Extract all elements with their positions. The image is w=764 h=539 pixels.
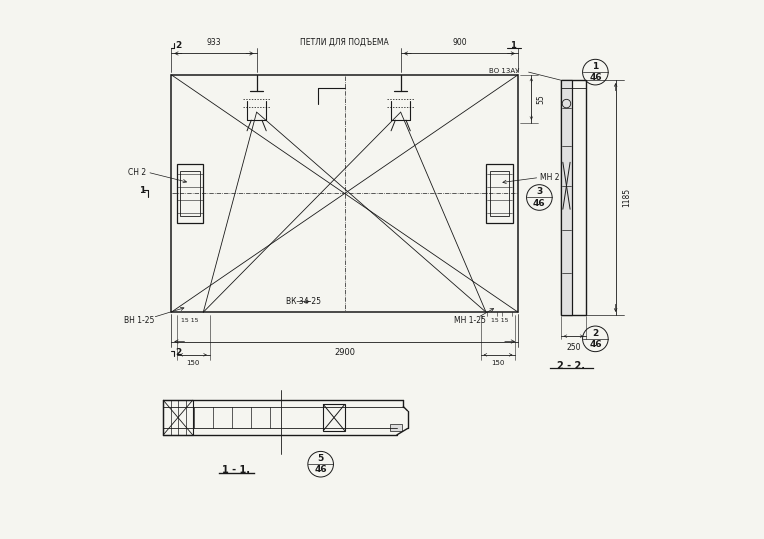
Text: 933: 933	[206, 38, 222, 46]
Text: 46: 46	[314, 466, 327, 474]
Text: ВК 34-25: ВК 34-25	[286, 297, 321, 306]
Text: 2: 2	[176, 348, 182, 357]
Text: ПЕТЛИ ДЛЯ ПОДЪЕМА: ПЕТЛИ ДЛЯ ПОДЪЕМА	[300, 38, 389, 46]
Text: 55: 55	[536, 94, 545, 103]
Text: МН 1-25: МН 1-25	[454, 316, 486, 324]
Text: 46: 46	[589, 73, 602, 82]
Bar	[171, 75, 518, 312]
Text: ВО 13АУ: ВО 13АУ	[489, 67, 520, 73]
Text: 1: 1	[139, 186, 145, 195]
Bar	[490, 170, 509, 217]
Text: 250: 250	[566, 343, 581, 351]
Text: 2: 2	[176, 41, 182, 50]
Bar	[163, 400, 193, 435]
Text: СН 2: СН 2	[128, 168, 146, 177]
Text: 2 - 2.: 2 - 2.	[558, 361, 585, 370]
Text: 15 15: 15 15	[490, 317, 508, 322]
Bar	[561, 80, 586, 88]
Text: ВН 1-25: ВН 1-25	[124, 316, 154, 324]
Text: 3: 3	[536, 187, 542, 196]
Text: 1185: 1185	[622, 188, 631, 207]
Bar	[561, 80, 572, 315]
Text: 46: 46	[533, 199, 545, 208]
Bar	[390, 424, 402, 431]
Bar	[561, 80, 572, 315]
Text: 900: 900	[452, 38, 467, 46]
Text: 1: 1	[510, 41, 516, 50]
Text: 2: 2	[592, 329, 598, 337]
Bar	[176, 164, 203, 223]
Bar	[323, 404, 345, 431]
Bar	[561, 80, 586, 315]
Text: 15 15: 15 15	[181, 317, 199, 322]
Text: 2900: 2900	[334, 348, 355, 357]
Bar	[486, 164, 513, 223]
Text: 1 - 1.: 1 - 1.	[222, 465, 250, 474]
Text: 150: 150	[491, 360, 505, 366]
Text: МН 2: МН 2	[540, 173, 560, 182]
Text: 46: 46	[589, 340, 602, 349]
Text: 5: 5	[318, 454, 324, 463]
Bar	[180, 170, 199, 217]
Text: 150: 150	[186, 360, 200, 366]
Text: 1: 1	[592, 62, 598, 71]
